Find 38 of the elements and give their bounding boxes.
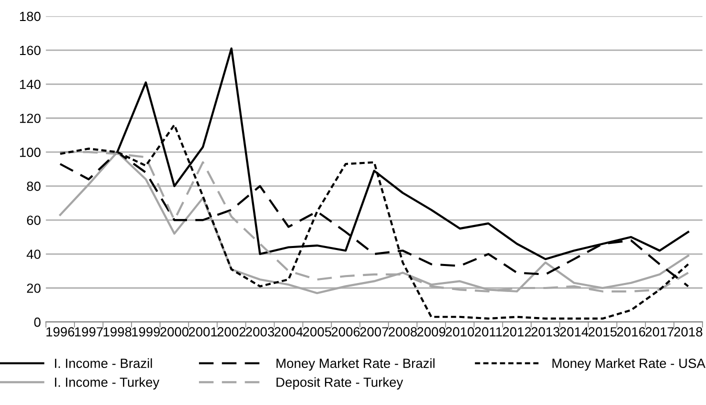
x-tick-label: 2004 xyxy=(274,327,303,337)
x-tick-label: 2011 xyxy=(474,327,502,337)
legend-label: I. Income - Brazil xyxy=(55,358,152,368)
x-tick-label: 2012 xyxy=(502,327,531,337)
y-tick-label: 80 xyxy=(26,182,41,191)
x-tick-label: 2015 xyxy=(588,327,617,337)
y-tick-label: 140 xyxy=(20,80,41,90)
x-tick-label: 1996 xyxy=(46,327,74,337)
y-tick-label: 60 xyxy=(27,216,41,225)
x-tick-label: 1997 xyxy=(75,327,103,337)
x-tick-label: 2002 xyxy=(217,327,246,337)
legend-label: Deposit Rate - Turkey xyxy=(276,377,404,390)
legend-label: Money Market Rate - USA xyxy=(552,358,706,371)
y-tick-label: 40 xyxy=(26,250,41,259)
x-tick-label: 2006 xyxy=(332,327,360,337)
y-tick-label: 160 xyxy=(20,46,41,56)
y-tick-label: 100 xyxy=(20,148,41,158)
x-tick-label: 2009 xyxy=(417,327,446,337)
x-tick-label: 2013 xyxy=(531,327,560,337)
x-tick-label: 2008 xyxy=(388,327,417,337)
x-tick-label: 2014 xyxy=(560,327,588,337)
y-tick-label: 120 xyxy=(20,114,41,124)
x-tick-label: 1999 xyxy=(132,327,160,337)
x-tick-label: 2016 xyxy=(617,327,646,337)
x-tick-label: 2010 xyxy=(446,327,474,337)
y-tick-label: 180 xyxy=(20,12,41,22)
x-tick-label: 2000 xyxy=(160,327,189,337)
y-tick-label: 0 xyxy=(34,318,41,327)
x-tick-label: 2017 xyxy=(646,327,674,337)
legend-label: I. Income - Turkey xyxy=(55,377,160,390)
x-tick-label: 2005 xyxy=(303,327,332,337)
x-tick-label: 2001 xyxy=(188,327,217,337)
x-tick-label: 2007 xyxy=(360,327,388,337)
legend-label: Money Market Rate - Brazil xyxy=(276,358,434,371)
y-tick-label: 20 xyxy=(27,284,41,293)
x-tick-label: 2018 xyxy=(674,327,702,337)
x-tick-label: 2003 xyxy=(246,327,274,337)
x-tick-label: 1998 xyxy=(104,327,132,337)
